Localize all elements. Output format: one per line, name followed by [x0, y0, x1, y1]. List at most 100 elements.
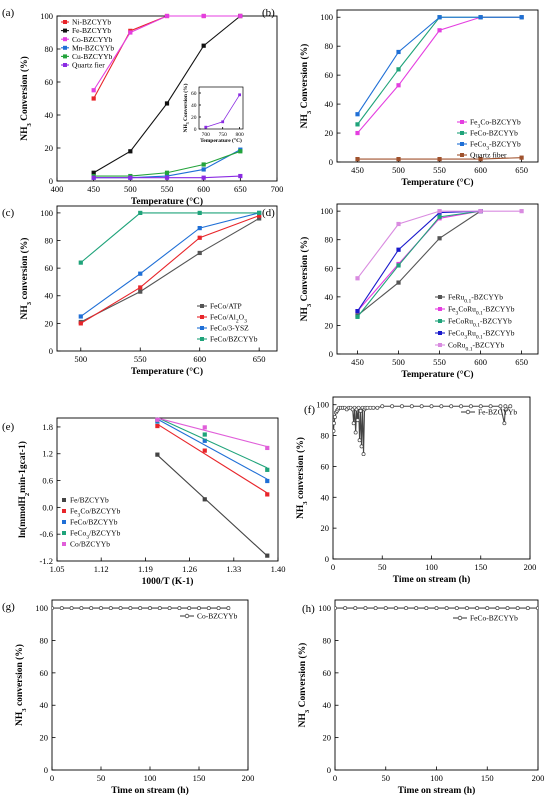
data-point — [238, 149, 243, 154]
series-feco3-bzcyyb — [355, 15, 524, 117]
x-tick-label: 450 — [351, 357, 364, 367]
legend: Ni-BZCYYbFe-BZCYYbCo-BZCYYbMn-BZCYYbCu-B… — [61, 18, 114, 70]
x-axis-label: Temperature (°C) — [131, 196, 203, 207]
y-tick-label: 0 — [327, 765, 331, 775]
data-point — [202, 438, 207, 443]
x-tick-label: 550 — [161, 184, 174, 194]
data-point — [358, 408, 363, 413]
data-point — [380, 404, 385, 409]
legend-label: Fe-BZCYYb — [478, 408, 517, 417]
data-point — [396, 67, 401, 72]
x-axis-label: Temperature (°C) — [131, 366, 203, 377]
legend-swatch-marker — [63, 63, 67, 67]
panel-d: 450 500 550 600 650 0 20 40 60 80 100 Temperature (… — [262, 203, 539, 380]
y-axis-label: NH3 Conversion (%) — [297, 643, 311, 728]
x-tick-label: 150 — [481, 773, 494, 783]
data-point — [265, 467, 270, 472]
y-tick-label: 60 — [45, 77, 54, 87]
x-tick-label: 1.40 — [271, 564, 286, 574]
data-point — [508, 404, 513, 409]
data-point — [525, 606, 530, 611]
legend-swatch-marker — [63, 20, 67, 24]
data-point — [396, 49, 401, 55]
legend-label: FeCo3-BZCYYb — [470, 140, 521, 152]
legend-swatch-marker — [457, 615, 463, 621]
y-tick-label: 80 — [323, 635, 332, 645]
data-point — [449, 404, 454, 409]
series-fe-bzcyyb — [155, 452, 270, 558]
data-point — [335, 606, 337, 611]
x-tick-label: 600 — [474, 165, 487, 175]
x-axis-label: Temperature (°C) — [401, 369, 473, 380]
legend-label: Quartz fier — [72, 61, 105, 70]
x-axis-label: 1000/T (K-1) — [142, 576, 194, 587]
series-fe3co-bzcyyb — [155, 423, 270, 497]
legend-swatch-marker — [438, 295, 442, 299]
data-point — [78, 321, 83, 326]
x-tick-label: 500 — [124, 184, 137, 194]
plot-frame — [336, 9, 539, 163]
panel-letter: (b) — [262, 7, 275, 19]
fit-line — [157, 417, 268, 469]
legend-label: FeCo-BZCYYb — [470, 129, 518, 138]
x-axis-label: Temperature (°C) — [401, 177, 473, 188]
data-point — [515, 606, 520, 611]
x-tick-label: 500 — [74, 354, 87, 364]
panel-a: 400 450 500 550 600 650 700020406080100Tempera… — [2, 7, 283, 207]
legend-item-feco-al2o3: FeCo/Al2O3 — [197, 313, 247, 325]
data-point — [396, 83, 401, 88]
data-point — [257, 210, 262, 216]
series-line — [93, 15, 241, 174]
data-point — [216, 606, 221, 611]
data-point — [351, 421, 356, 426]
data-point — [128, 149, 133, 154]
x-tick-label: 650 — [515, 357, 528, 367]
x-tick-label: 750 — [219, 132, 228, 138]
data-point — [138, 289, 143, 294]
series-line — [357, 210, 481, 312]
legend-item-feru0-1-bzcyyb: FeRu0.1-BZCYYb — [435, 293, 503, 305]
data-point — [197, 210, 202, 216]
data-point — [434, 606, 439, 611]
data-point — [91, 170, 96, 175]
y-tick-label: 60 — [45, 263, 54, 273]
legend-label: Ni-BZCYYb — [72, 18, 111, 27]
data-point — [519, 15, 524, 20]
legend-swatch-marker — [63, 45, 67, 50]
data-point — [504, 407, 509, 412]
data-point — [396, 280, 401, 285]
legend-label: FeCo/Al2O3 — [210, 313, 247, 325]
y-tick-label: 100 — [40, 11, 53, 21]
y-tick-label: 40 — [325, 292, 334, 302]
series-feco3-bzcyyb — [155, 417, 270, 472]
data-point — [226, 606, 231, 611]
x-tick-label: 600 — [197, 184, 210, 194]
data-point — [69, 606, 74, 611]
fit-line — [157, 454, 268, 557]
data-point — [164, 175, 170, 180]
y-tick-label: 20 — [191, 115, 197, 121]
x-tick-label: 100 — [144, 773, 157, 783]
x-axis-label: Time on stream (h) — [111, 785, 189, 796]
data-point — [361, 452, 366, 457]
legend-item-cu-bzcyyb: Cu-BZCYYb — [61, 52, 113, 61]
legend-item-feco-atp: FeCo/ATP — [197, 302, 242, 311]
legend-item-ni-bzcyyb: Ni-BZCYYb — [61, 18, 111, 27]
data-point — [167, 606, 172, 611]
data-point — [164, 13, 170, 19]
legend-swatch-marker — [460, 153, 464, 157]
legend-item-fe-bzcyyb: Fe-BZCYYb — [461, 408, 517, 417]
legend-swatch-marker — [62, 520, 66, 524]
legend-item-feco-3-ysz: FeCo/3-YSZ — [197, 324, 249, 333]
y-tick-label: 40 — [321, 492, 330, 502]
y-tick-label: 0 — [194, 127, 197, 133]
series-line — [93, 15, 241, 91]
plot-frame — [51, 599, 249, 771]
legend-swatch-marker — [460, 131, 464, 135]
y-tick-label: 60 — [325, 70, 334, 80]
data-point — [333, 421, 336, 426]
data-point — [465, 606, 469, 611]
x-tick-label: 650 — [234, 184, 247, 194]
data-point — [478, 157, 483, 162]
